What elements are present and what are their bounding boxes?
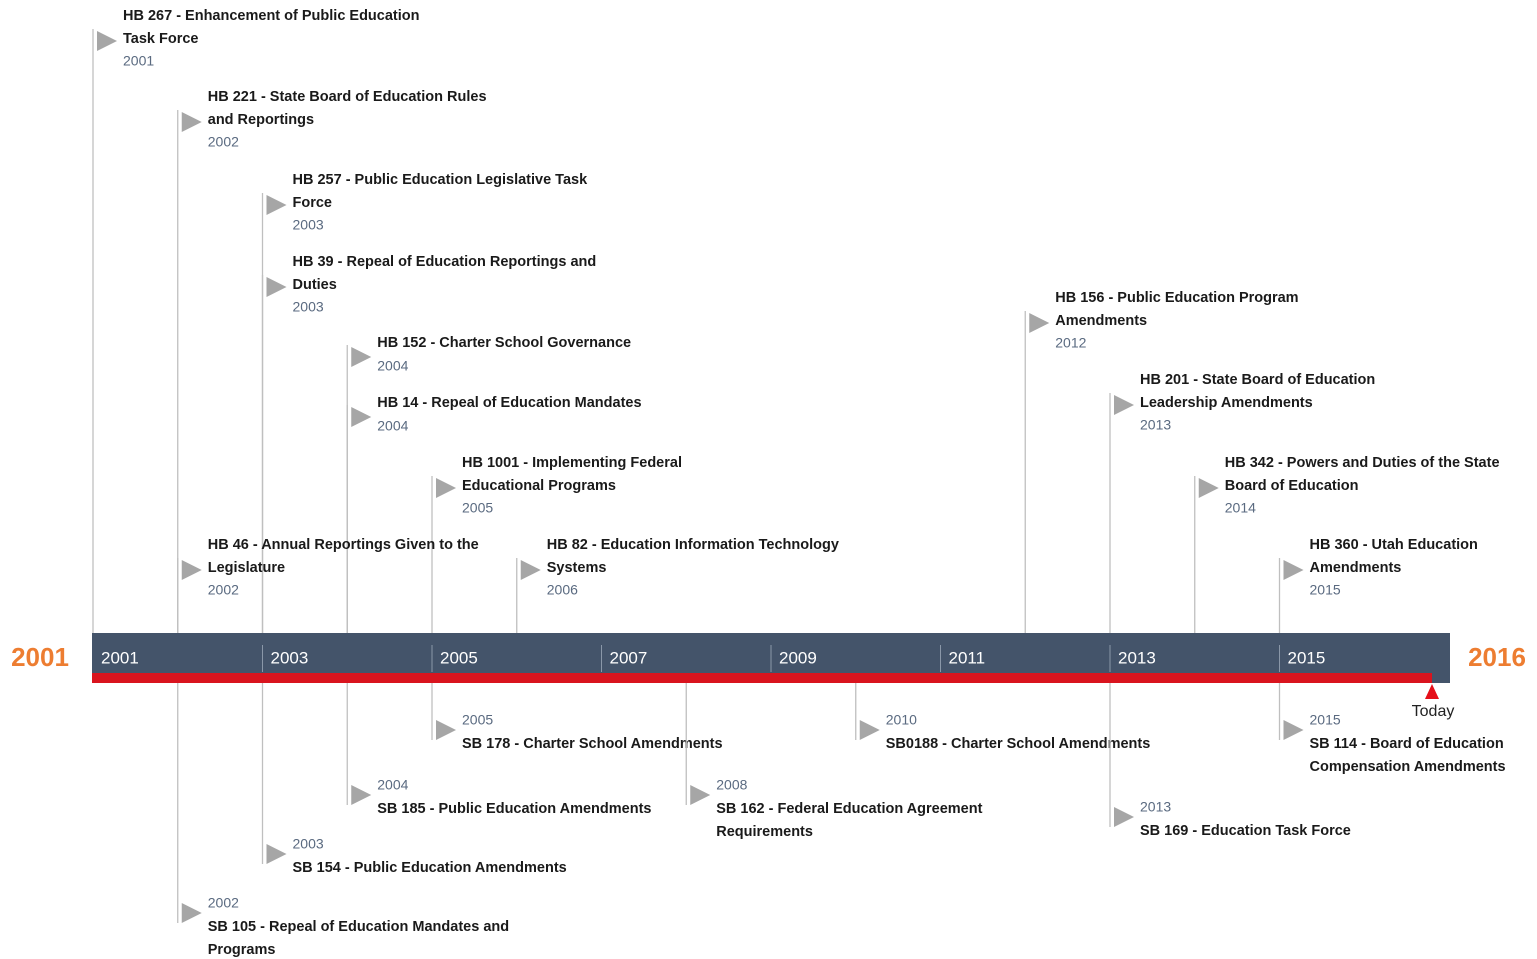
axis-label: 2013 <box>1118 648 1156 667</box>
axis-label: 2015 <box>1288 648 1326 667</box>
event-title: Leadership Amendments <box>1140 395 1313 411</box>
axis-label: 2011 <box>949 648 986 667</box>
arrow <box>351 785 372 805</box>
event-year: 2012 <box>1055 335 1086 351</box>
event-year: 2015 <box>1310 712 1341 728</box>
end-label: 2016 <box>1468 642 1526 672</box>
arrow <box>1283 560 1304 580</box>
arrow <box>436 720 456 740</box>
event-year: 2013 <box>1140 417 1171 433</box>
event-title: SB 178 - Charter School Amendments <box>462 736 723 752</box>
event-year: 2003 <box>293 299 324 315</box>
event-title: SB 185 - Public Education Amendments <box>377 801 651 817</box>
arrow <box>181 112 202 132</box>
event-title: Duties <box>293 277 337 293</box>
arrow <box>351 347 372 367</box>
event-title: SB 105 - Repeal of Education Mandates an… <box>208 919 509 935</box>
arrow <box>1029 313 1050 333</box>
event-year: 2006 <box>547 582 578 598</box>
event-title: HB 201 - State Board of Education <box>1140 372 1375 388</box>
event-title: HB 14 - Repeal of Education Mandates <box>377 395 641 411</box>
arrow <box>181 560 202 580</box>
event-title: Educational Programs <box>462 478 616 494</box>
arrow <box>266 195 287 215</box>
event-title: HB 82 - Education Information Technology <box>547 537 839 553</box>
axis-label: 2005 <box>440 648 478 667</box>
event-year: 2004 <box>377 418 408 434</box>
arrow <box>436 478 456 498</box>
axis-label: 2007 <box>610 648 648 667</box>
today-label: Today <box>1412 703 1455 720</box>
arrow <box>520 560 541 580</box>
event-title: HB 267 - Enhancement of Public Education <box>123 8 420 24</box>
event-title: Requirements <box>716 824 813 840</box>
event-year: 2014 <box>1225 500 1256 516</box>
event-title: Amendments <box>1310 560 1402 576</box>
event-year: 2005 <box>462 500 493 516</box>
event-title: SB 169 - Education Task Force <box>1140 823 1351 839</box>
event-title: and Reportings <box>208 112 314 128</box>
event-title: HB 257 - Public Education Legislative Ta… <box>293 172 589 188</box>
event-title: HB 156 - Public Education Program <box>1055 290 1298 306</box>
event-title: Force <box>293 195 333 211</box>
event-year: 2004 <box>377 777 408 793</box>
event-year: 2001 <box>123 53 154 69</box>
axis-label: 2003 <box>271 648 309 667</box>
arrow <box>1198 478 1219 498</box>
axis-label: 2001 <box>101 648 139 667</box>
arrow <box>690 785 711 805</box>
arrow <box>1114 807 1134 827</box>
event-title: Compensation Amendments <box>1310 759 1506 775</box>
arrow <box>266 277 287 297</box>
event-title: SB 154 - Public Education Amendments <box>293 860 567 876</box>
arrow <box>859 720 880 740</box>
arrow <box>351 407 372 427</box>
event-year: 2015 <box>1310 582 1341 598</box>
event-year: 2008 <box>716 777 747 793</box>
event-year: 2003 <box>293 836 324 852</box>
event-title: HB 39 - Repeal of Education Reportings a… <box>293 254 597 270</box>
event-title: Task Force <box>123 31 199 47</box>
event-title: HB 342 - Powers and Duties of the State <box>1225 455 1500 471</box>
event-title: Amendments <box>1055 313 1147 329</box>
event-year: 2005 <box>462 712 493 728</box>
event-title: HB 1001 - Implementing Federal <box>462 455 682 471</box>
today-marker <box>1425 684 1439 699</box>
event-title: HB 46 - Annual Reportings Given to the <box>208 537 479 553</box>
progress-bar <box>92 673 1432 683</box>
arrow <box>1114 395 1134 415</box>
event-title: SB 114 - Board of Education <box>1310 736 1504 752</box>
event-title: SB 162 - Federal Education Agreement <box>716 801 982 817</box>
event-year: 2002 <box>208 895 239 911</box>
arrow <box>266 844 287 864</box>
event-year: 2003 <box>293 217 324 233</box>
event-title: Legislature <box>208 560 285 576</box>
arrow <box>1283 720 1304 740</box>
event-year: 2002 <box>208 134 239 150</box>
event-year: 2002 <box>208 582 239 598</box>
event-title: Systems <box>547 560 607 576</box>
event-title: Programs <box>208 942 276 958</box>
axis-label: 2009 <box>779 648 817 667</box>
event-year: 2010 <box>886 712 917 728</box>
arrow <box>181 903 202 923</box>
event-title: SB0188 - Charter School Amendments <box>886 736 1151 752</box>
start-label: 2001 <box>11 642 69 672</box>
event-year: 2013 <box>1140 799 1171 815</box>
event-title: HB 360 - Utah Education <box>1310 537 1478 553</box>
arrow <box>97 31 117 51</box>
event-title: HB 152 - Charter School Governance <box>377 335 631 351</box>
event-year: 2004 <box>377 358 408 374</box>
event-title: HB 221 - State Board of Education Rules <box>208 89 487 105</box>
event-title: Board of Education <box>1225 478 1359 494</box>
